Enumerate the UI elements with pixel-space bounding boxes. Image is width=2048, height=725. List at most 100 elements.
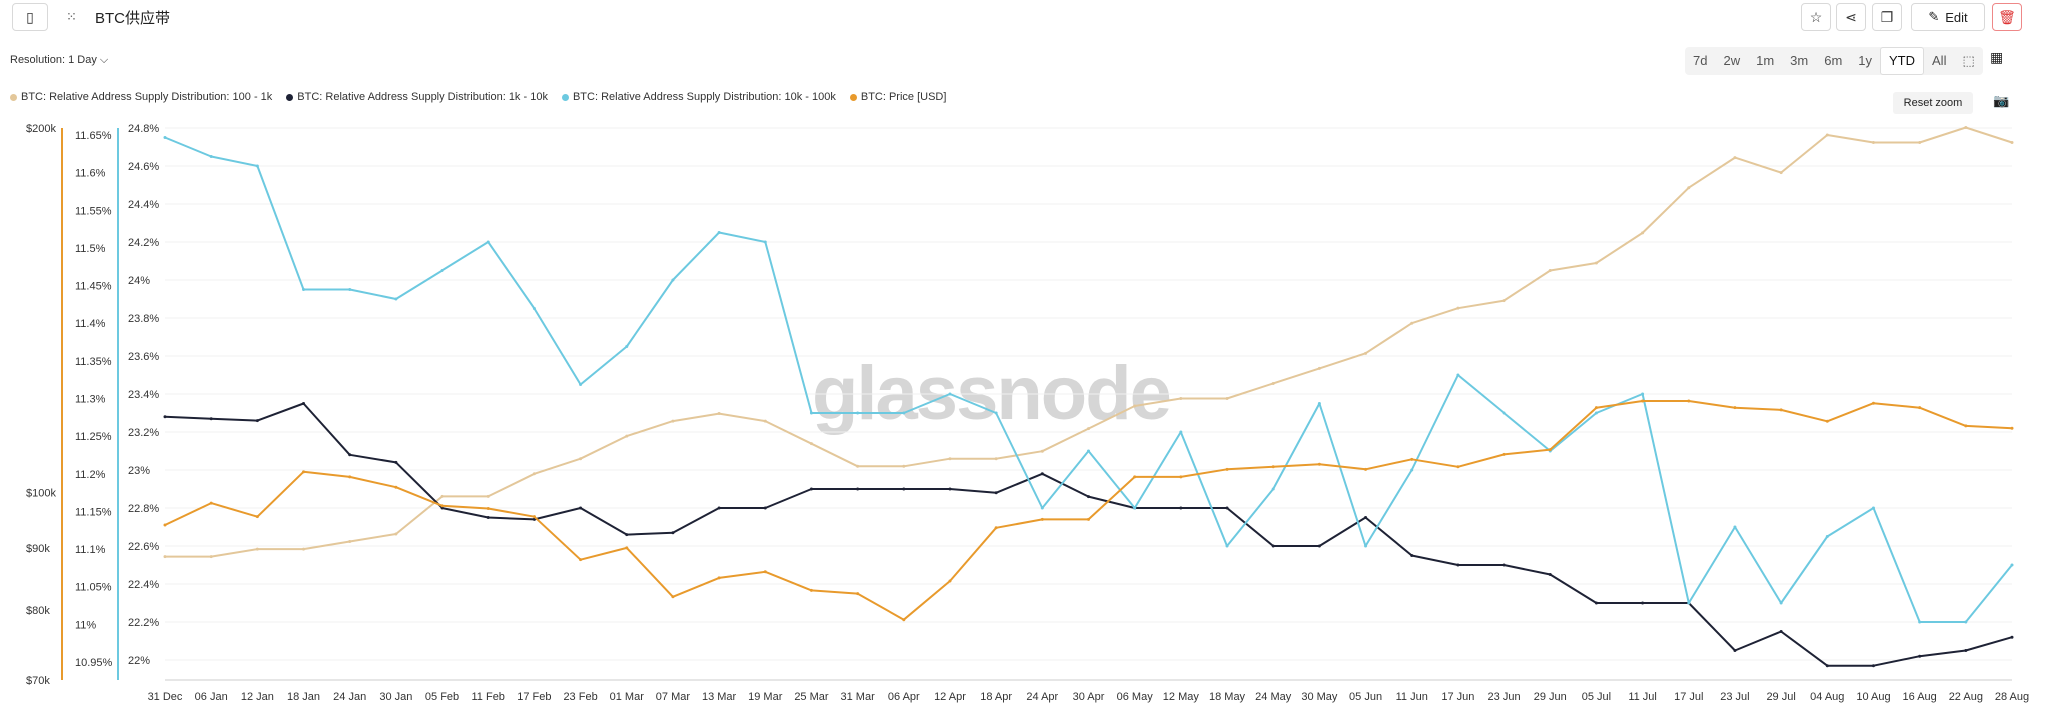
range-1m[interactable]: 1m: [1756, 53, 1775, 68]
data-point: [625, 434, 629, 438]
zoom-select-icon[interactable]: ⬚: [1962, 53, 1975, 68]
data-point: [1918, 620, 1922, 624]
y-mid-tick: 11.1%: [75, 544, 106, 556]
data-point: [486, 516, 490, 519]
data-point: [486, 240, 490, 244]
delete-button[interactable]: 🗑: [1992, 3, 2022, 31]
y-right-tick: 24.4%: [128, 199, 159, 211]
reset-zoom-button[interactable]: Reset zoom: [1893, 92, 1973, 114]
y-right-tick: 23.2%: [128, 427, 159, 439]
data-point: [717, 412, 721, 416]
range-7d[interactable]: 7d: [1693, 53, 1708, 68]
data-point: [302, 470, 306, 474]
data-point: [1548, 448, 1552, 452]
data-point: [1317, 366, 1321, 370]
camera-icon[interactable]: 📷: [1993, 93, 2010, 108]
legend-item[interactable]: BTC: Relative Address Supply Distributio…: [561, 91, 836, 103]
x-tick: 31 Mar: [841, 691, 876, 703]
data-point: [209, 555, 213, 559]
data-point: [763, 240, 767, 244]
data-point: [1594, 411, 1598, 415]
chart-legend: BTC: Relative Address Supply Distributio…: [10, 91, 946, 103]
share-icon: ⋖: [1845, 8, 1857, 25]
legend-item[interactable]: BTC: Price [USD]: [849, 91, 946, 103]
data-point: [1918, 406, 1922, 410]
data-point: [1502, 299, 1506, 303]
calendar-icon[interactable]: ▦: [1990, 49, 2004, 65]
x-tick: 12 Jan: [241, 691, 274, 703]
data-point: [1364, 544, 1368, 548]
legend-label: BTC: Relative Address Supply Distributio…: [572, 91, 836, 103]
x-tick: 06 Apr: [888, 691, 920, 703]
data-point: [1825, 419, 1829, 423]
data-point: [1825, 535, 1829, 538]
data-point: [1317, 544, 1321, 548]
range-2w[interactable]: 2w: [1723, 53, 1741, 68]
data-point: [948, 392, 952, 396]
range-3m[interactable]: 3m: [1790, 53, 1809, 68]
data-point: [1225, 467, 1229, 471]
legend-dot: [10, 93, 17, 101]
y-mid-tick: 11.35%: [75, 356, 112, 368]
y-right-tick: 22.6%: [128, 541, 159, 553]
data-point: [1087, 495, 1090, 499]
data-point: [255, 419, 259, 423]
legend-label: BTC: Relative Address Supply Distributio…: [297, 91, 548, 103]
data-point: [1087, 427, 1090, 431]
x-tick: 13 Mar: [702, 691, 737, 703]
data-point: [1133, 404, 1137, 408]
x-tick: 01 Mar: [610, 691, 645, 703]
x-tick: 28 Aug: [1995, 691, 2029, 703]
data-point: [948, 487, 952, 491]
x-tick: 07 Mar: [656, 691, 691, 703]
share-button[interactable]: ⋖: [1836, 3, 1866, 31]
data-point: [1871, 506, 1875, 510]
data-point: [994, 491, 998, 495]
x-tick: 18 Apr: [980, 691, 1012, 703]
duplicate-button[interactable]: ❐: [1872, 3, 1902, 31]
x-tick: 17 Jul: [1674, 691, 1703, 703]
data-point: [1410, 554, 1414, 557]
legend-item[interactable]: BTC: Relative Address Supply Distributio…: [10, 91, 272, 103]
data-point: [1040, 472, 1044, 476]
data-point: [1779, 601, 1783, 605]
data-point: [1179, 506, 1183, 510]
range-all[interactable]: All: [1932, 53, 1947, 68]
favorite-button[interactable]: ☆: [1801, 3, 1831, 31]
data-point: [1687, 601, 1691, 605]
data-point: [1779, 630, 1783, 633]
data-point: [763, 570, 767, 574]
sidebar-toggle-button[interactable]: ▯: [12, 3, 48, 31]
data-point: [163, 136, 167, 139]
data-point: [532, 472, 536, 476]
data-point: [1456, 563, 1460, 567]
data-point: [1456, 465, 1460, 469]
y-right-tick: 24.6%: [128, 161, 159, 173]
edit-button[interactable]: ✎ Edit: [1911, 3, 1985, 31]
data-point: [348, 475, 352, 479]
y-mid-tick: 11%: [75, 619, 96, 631]
chevron-down-icon: ⌵: [99, 54, 109, 66]
legend-item[interactable]: BTC: Relative Address Supply Distributio…: [286, 91, 548, 103]
x-tick: 12 May: [1163, 691, 1200, 703]
y-mid-tick: 11.05%: [75, 582, 112, 594]
x-tick: 12 Apr: [934, 691, 966, 703]
data-point: [1871, 141, 1875, 145]
data-point: [1040, 449, 1044, 453]
range-6m[interactable]: 6m: [1824, 53, 1843, 68]
data-point: [209, 155, 213, 158]
data-point: [579, 558, 583, 562]
data-point: [1502, 452, 1506, 456]
resolution-dropdown[interactable]: Resolution: 1 Day ⌵: [10, 54, 108, 67]
range-ytd[interactable]: YTD: [1880, 47, 1925, 75]
data-point: [209, 501, 213, 505]
data-point: [1225, 397, 1229, 400]
range-1y[interactable]: 1y: [1858, 53, 1873, 68]
data-point: [1641, 601, 1645, 605]
drag-handle-icon[interactable]: ⁙: [66, 9, 77, 24]
data-point: [1133, 506, 1137, 510]
data-point: [1641, 231, 1645, 235]
x-tick: 30 Jan: [379, 691, 412, 703]
y-price-tick: $200k: [26, 123, 56, 135]
